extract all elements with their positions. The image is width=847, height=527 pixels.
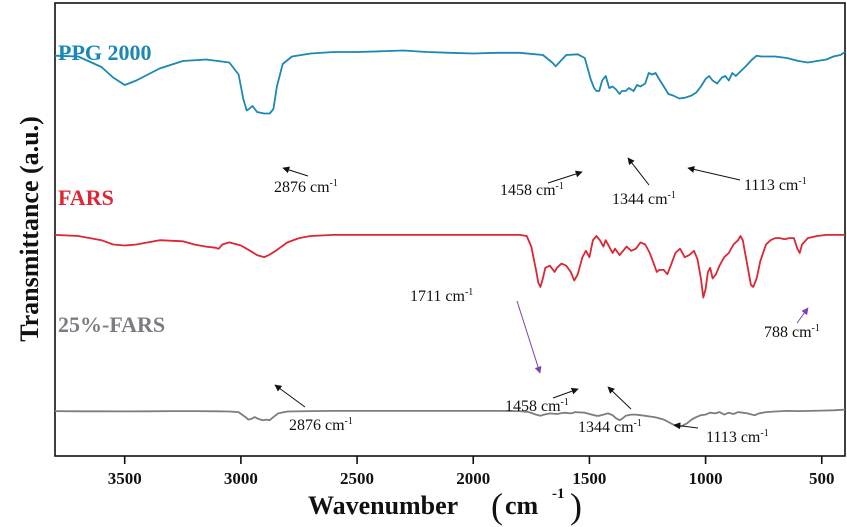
annotation-label-0: 2876 cm-1: [274, 178, 338, 196]
x-tick-label-3000: 3000: [224, 469, 258, 488]
annotation-label-7: 1458 cm-1: [505, 397, 569, 415]
x-tick-label-2000: 2000: [456, 469, 490, 488]
annotation-arrow-8: [607, 386, 632, 410]
series-line-fars: [54, 234, 845, 299]
annotation-arrow-0: [282, 166, 309, 177]
series-label-ppg2000: PPG 2000: [58, 40, 152, 65]
x-tick-label-500: 500: [809, 469, 835, 488]
x-axis-title: Wavenumber: [308, 491, 458, 520]
x-tick-label-1000: 1000: [689, 469, 723, 488]
series-line-ppg2000: [54, 49, 846, 115]
annotation-label-9: 1113 cm-1: [706, 428, 769, 446]
peak-annotations: 2876 cm-1 1458 cm-1 1344 cm-1 1113 cm-1 1711…: [274, 157, 820, 446]
x-axis-unit-close-paren: ): [570, 486, 582, 526]
x-axis-title-text: Wavenumber: [308, 491, 458, 520]
series-label-25-fars: 25%-FARS: [58, 312, 165, 337]
series-line-25-fars: [54, 408, 846, 428]
x-axis-unit: cm: [505, 491, 539, 520]
annotation-arrow-2: [627, 157, 650, 186]
annotation-arrow-4: [516, 300, 542, 374]
x-axis-ticks: 3500 3000 2500 2000 1500 1000 500: [108, 456, 835, 488]
x-tick-label-1500: 1500: [572, 469, 606, 488]
annotation-label-1: 1458 cm-1: [500, 181, 564, 199]
y-axis-title: Transmittance (a.u.): [15, 116, 44, 342]
annotation-arrow-7: [552, 387, 579, 399]
annotation-label-3: 1113 cm-1: [744, 176, 807, 194]
series-curves: [54, 49, 846, 428]
x-tick-label-2500: 2500: [340, 469, 374, 488]
annotation-arrow-5: [796, 307, 809, 324]
annotation-label-2: 1344 cm-1: [612, 190, 676, 208]
annotation-label-4: 1711 cm-1: [410, 287, 473, 305]
annotation-arrow-6: [274, 384, 306, 408]
x-tick-label-3500: 3500: [108, 469, 142, 488]
annotation-label-6: 2876 cm-1: [289, 416, 353, 434]
annotation-label-5: 788 cm-1: [764, 323, 820, 341]
annotation-label-8: 1344 cm-1: [578, 418, 642, 436]
plot-frame: [54, 2, 846, 457]
series-label-fars: FARS: [58, 185, 114, 210]
annotation-arrow-1: [547, 170, 583, 184]
x-axis-unit-exponent: -1: [552, 486, 565, 502]
annotation-arrow-9: [673, 422, 699, 430]
annotation-arrow-3: [687, 166, 741, 181]
x-axis-unit-open-paren: (: [491, 486, 503, 526]
